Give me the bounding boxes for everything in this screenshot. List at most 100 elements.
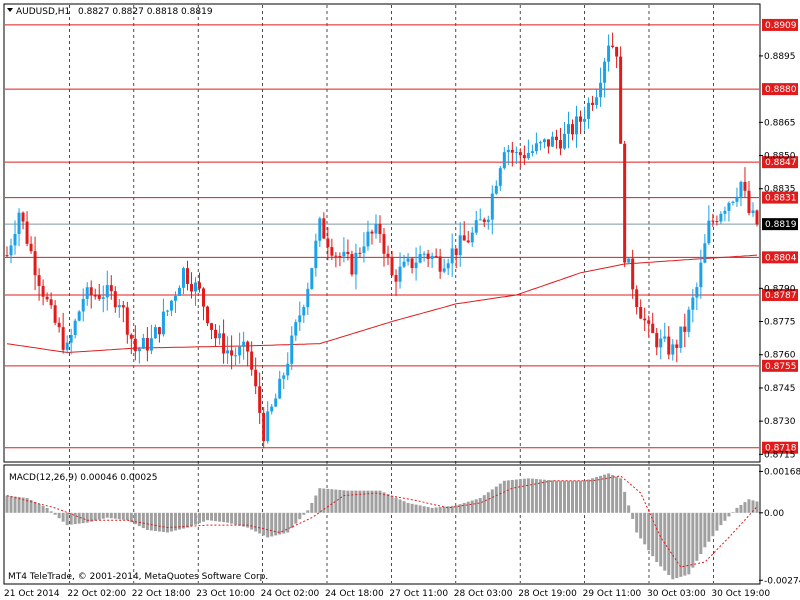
macd-bar (129, 512, 133, 523)
price-tick-label: 0.8745 (764, 384, 796, 394)
copyright-text: MT4 TeleTrade, © 2001-2014, MetaQuotes S… (8, 572, 268, 582)
candle-body (326, 238, 330, 248)
candle-body (270, 406, 274, 412)
macd-bar (57, 512, 61, 519)
level-tag (762, 251, 798, 264)
candle-body (41, 285, 45, 297)
macd-series (5, 473, 759, 580)
candle-body (133, 338, 137, 352)
current-price-tag (762, 218, 798, 231)
macd-bar (113, 512, 117, 519)
macd-panel-border (3, 464, 761, 585)
candle-body (53, 305, 57, 323)
candle-body (611, 45, 615, 47)
macd-bar (615, 476, 619, 513)
macd-bar (426, 507, 430, 513)
candle-body (719, 213, 723, 222)
macd-bar (69, 512, 73, 525)
time-label: 28 Oct 03:00 (454, 589, 513, 599)
macd-bar (5, 495, 9, 513)
candle-body (302, 307, 306, 316)
candle-body (394, 275, 398, 282)
candle-body (575, 116, 579, 135)
candle-body (65, 342, 69, 350)
macd-bar (137, 512, 141, 527)
candle-body (278, 378, 282, 399)
macd-bar (274, 512, 278, 536)
price-tick-label: 0.8715 (764, 450, 796, 460)
macd-bar (290, 512, 294, 529)
price-tick-label: 0.8790 (764, 284, 796, 294)
macd-bar (185, 512, 189, 528)
macd-bar (21, 497, 25, 513)
candle-body (446, 263, 450, 269)
macd-bar (478, 498, 482, 513)
candle-body (157, 327, 161, 335)
macd-bar (230, 512, 234, 524)
macd-bar (434, 507, 438, 513)
level-tag (762, 18, 798, 31)
time-label: 24 Oct 02:00 (261, 589, 320, 599)
macd-bar (13, 496, 17, 513)
price-axis: 0.8895 0.8865 0.8850 0.8835 0.8790 0.8775 0.87… (759, 52, 796, 460)
macd-bar (157, 512, 161, 532)
candle-body (470, 232, 474, 243)
candle-body (659, 338, 663, 348)
candle-body (169, 300, 173, 311)
candle-body (173, 295, 177, 301)
horizontal-levels[interactable]: 0.89090.88800.88470.88310.88040.87870.87… (5, 18, 798, 454)
candle-body (198, 282, 202, 289)
macd-bar (723, 512, 727, 521)
macd-bar (727, 512, 731, 517)
candle-body (651, 323, 655, 333)
macd-bar (330, 489, 334, 513)
candle-body (185, 268, 189, 284)
macd-bar (258, 512, 262, 534)
macd-bar (298, 512, 302, 520)
candle-body (398, 266, 402, 282)
price-tick-label: 0.8760 (764, 351, 796, 361)
macd-bar (189, 512, 193, 527)
macd-bar (145, 512, 149, 531)
level-label: 0.8804 (765, 253, 797, 263)
macd-bar (161, 512, 165, 533)
level-tag (762, 359, 798, 372)
symbol-label: AUDUSD,H1 (16, 7, 70, 17)
time-label: 27 Oct 11:00 (389, 589, 448, 599)
dropdown-triangle-icon[interactable] (7, 8, 13, 12)
candle-body (566, 124, 570, 134)
macd-bar (627, 505, 631, 513)
macd-bar (386, 494, 390, 513)
macd-bar (687, 512, 691, 575)
candle-body (258, 386, 262, 413)
macd-bar (619, 478, 623, 513)
macd-bar (306, 510, 310, 513)
candle-body (314, 240, 318, 269)
macd-bar (474, 499, 478, 513)
candle-body (619, 56, 623, 144)
candle-body (322, 218, 326, 239)
macd-bar (238, 512, 242, 526)
macd-bar (446, 506, 450, 513)
macd-bar (607, 473, 611, 513)
candle-body (534, 143, 538, 152)
candle-body (514, 152, 518, 154)
candle-body (33, 251, 37, 276)
candle-body (434, 255, 438, 257)
macd-bar (105, 512, 109, 518)
macd-bar (266, 512, 270, 538)
candle-body (615, 46, 619, 57)
time-label: 24 Oct 18:00 (325, 589, 384, 599)
macd-bar (623, 491, 627, 513)
candle-body (751, 210, 755, 214)
candle-body (518, 152, 522, 156)
candle-body (603, 61, 607, 83)
candle-body (438, 256, 442, 272)
macd-bar (173, 512, 177, 531)
candle-body (366, 231, 370, 247)
candle-body (342, 251, 346, 257)
macd-label: MACD(12,26,9) 0.00046 0.00025 (9, 473, 158, 483)
time-label: 28 Oct 19:00 (518, 589, 577, 599)
macd-bar (206, 512, 210, 521)
